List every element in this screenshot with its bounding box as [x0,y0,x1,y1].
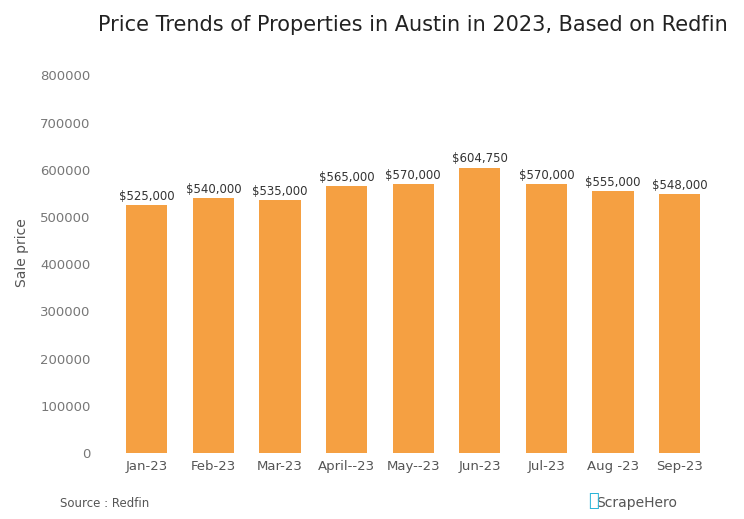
Text: Ⓢ: Ⓢ [588,491,598,510]
Bar [659,194,700,453]
Bar [326,186,368,453]
Text: $555,000: $555,000 [586,175,641,189]
Bar [126,205,167,453]
Text: $548,000: $548,000 [652,179,708,192]
Text: $570,000: $570,000 [519,169,574,182]
Title: Price Trends of Properties in Austin in 2023, Based on Redfin: Price Trends of Properties in Austin in … [98,15,728,35]
Bar [260,200,301,453]
Text: $535,000: $535,000 [252,185,308,198]
Y-axis label: Sale price: Sale price [15,218,29,287]
Text: ScrapeHero: ScrapeHero [596,496,677,510]
Bar [526,184,567,453]
Text: $540,000: $540,000 [185,183,241,196]
Bar [193,198,234,453]
Text: $525,000: $525,000 [119,190,175,203]
Text: Source : Redfin: Source : Redfin [60,497,149,510]
Text: $565,000: $565,000 [318,171,374,184]
Text: $570,000: $570,000 [385,169,441,182]
Text: $604,750: $604,750 [452,152,507,165]
Bar [393,184,434,453]
Bar [592,191,634,453]
Bar [459,168,501,453]
